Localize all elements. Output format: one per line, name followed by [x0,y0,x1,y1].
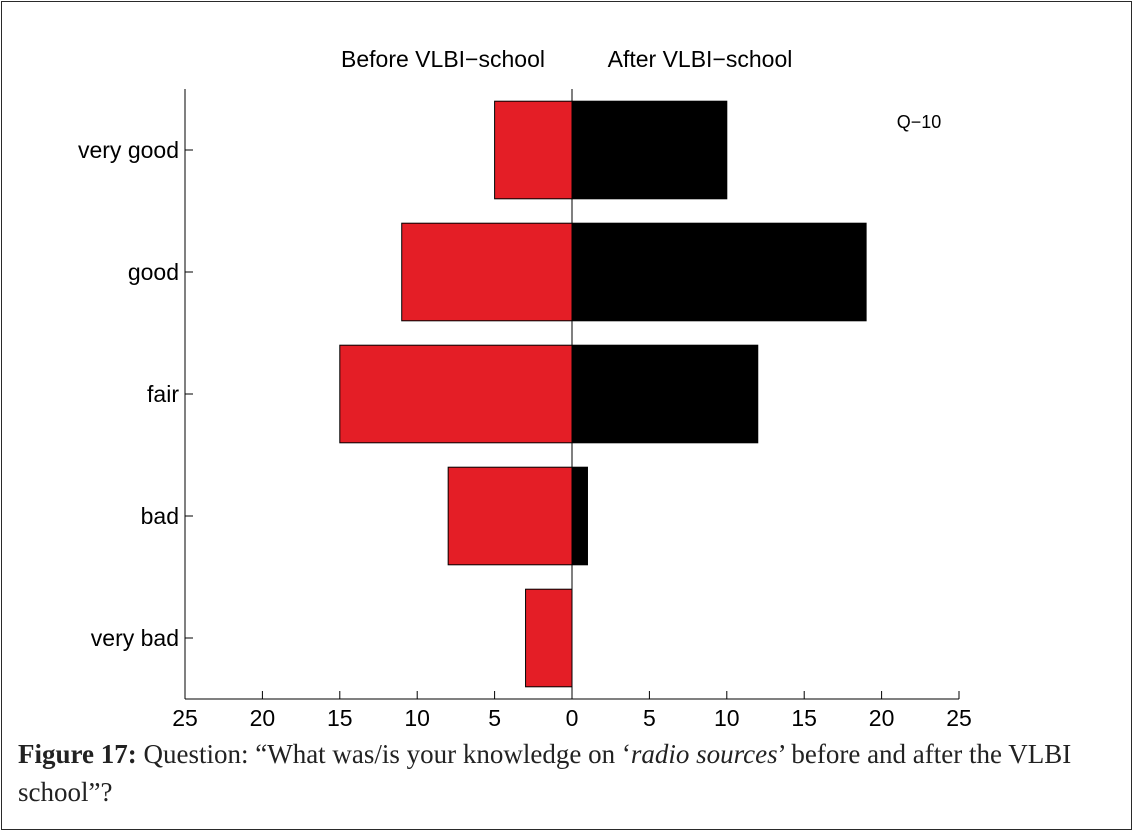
x-tick-label: 10 [714,705,740,727]
caption-label: Figure 17: [18,739,137,769]
question-annotation: Q−10 [897,112,942,132]
x-tick-label: 20 [869,705,895,727]
bars-layer [339,100,867,688]
y-tick-label: good [128,259,179,285]
x-tick-label: 15 [327,705,353,727]
y-tick-label: bad [141,503,179,529]
x-tick-label: 15 [791,705,817,727]
bar-after-good [571,222,867,322]
x-tick-label: 25 [946,705,972,727]
y-tick-label: very bad [91,625,179,651]
caption-text-a: Question: “What was/is your knowledge on… [136,739,631,769]
bar-before-very-good [494,100,573,200]
caption-text-italic: radio sources [630,739,778,769]
bar-after-bad [571,466,588,566]
x-tick-label: 20 [250,705,276,727]
y-tick-label: fair [147,381,179,407]
after-header: After VLBI−school [608,46,793,72]
bar-after-fair [571,344,759,444]
before-header: Before VLBI−school [341,46,545,72]
figure-caption: Figure 17: Question: “What was/is your k… [18,735,1113,811]
bar-before-good [401,222,573,322]
caption-text-b: ’ before and after the VLBI school”? [18,739,1072,807]
bar-before-bad [447,466,573,566]
x-tick-label: 10 [404,705,430,727]
x-tick-label: 0 [566,705,579,727]
bar-before-very-bad [525,588,573,688]
x-tick-label: 5 [643,705,656,727]
y-tick-label: very good [78,137,179,163]
bar-before-fair [339,344,573,444]
diverging-bar-chart: very good good fair bad very bad 25 20 15 10 5 0 5 1… [78,46,972,727]
x-tick-label: 5 [488,705,501,727]
axes-layer: very good good fair bad very bad 25 20 15 10 5 0 5 1… [78,89,972,727]
x-tick-label: 25 [172,705,198,727]
bar-after-very-good [571,100,728,200]
